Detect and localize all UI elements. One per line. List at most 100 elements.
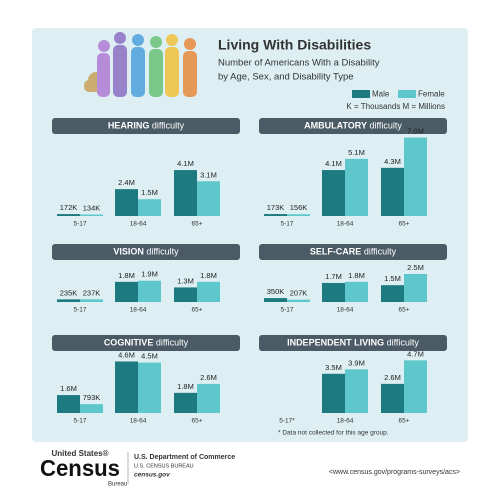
value-label: 235K: [60, 288, 78, 297]
category-label: 18-64: [337, 307, 354, 314]
value-label: 173K: [267, 203, 285, 212]
bar: [381, 383, 404, 413]
category-label: 65+: [398, 307, 409, 314]
category-label: 5-17: [73, 307, 86, 314]
value-label: 4.5M: [141, 352, 158, 361]
legend-label: Female: [418, 90, 445, 99]
value-label: 1.5M: [141, 188, 158, 197]
bar: [138, 199, 161, 216]
footer: [0, 446, 500, 500]
logo: Census: [40, 455, 120, 481]
bar: [138, 280, 161, 302]
bar: [80, 214, 103, 216]
value-label: 1.3M: [177, 276, 194, 285]
value-label: 2.6M: [200, 373, 217, 382]
legend-swatch: [352, 90, 370, 98]
bar: [57, 299, 80, 302]
value-label: 1.8M: [177, 382, 194, 391]
bar: [174, 392, 197, 413]
category-label: 5-17*: [279, 418, 295, 425]
value-label: 2.4M: [118, 178, 135, 187]
value-label: 793K: [83, 393, 101, 402]
bar: [197, 281, 220, 302]
value-label: 7.0M: [407, 127, 424, 136]
category-label: 65+: [398, 418, 409, 425]
category-label: 18-64: [130, 307, 147, 314]
subtitle: Number of Americans With a Disability: [218, 58, 380, 69]
bar: [345, 369, 368, 413]
value-label: 1.6M: [60, 384, 77, 393]
logo-top: United States®: [51, 449, 108, 458]
value-label: 1.5M: [384, 274, 401, 283]
value-label: 1.8M: [348, 271, 365, 280]
bar: [381, 285, 404, 302]
bar: [345, 281, 368, 302]
panel-title: SELF-CARE difficulty: [310, 247, 397, 257]
panel-title: INDEPENDENT LIVING difficulty: [287, 338, 419, 348]
value-label: 237K: [83, 288, 101, 297]
title: Living With Disabilities: [218, 37, 371, 53]
category-label: 18-64: [130, 221, 147, 228]
department: U.S. Department of Commerce: [134, 454, 235, 461]
panel-header: [52, 244, 240, 260]
value-label: 1.9M: [141, 270, 158, 279]
value-label: 172K: [60, 203, 78, 212]
subtitle: by Age, Sex, and Disability Type: [218, 72, 354, 83]
bar: [381, 167, 404, 216]
value-label: 4.1M: [325, 159, 342, 168]
bar: [322, 170, 345, 216]
note: * Data not collected for this age group.: [278, 430, 389, 437]
bar: [174, 287, 197, 302]
bar: [322, 373, 345, 413]
bar: [287, 214, 310, 216]
panel-header: [52, 335, 240, 351]
value-label: 1.8M: [200, 271, 217, 280]
value-label: 1.8M: [118, 271, 135, 280]
bar: [80, 299, 103, 302]
value-label: 2.5M: [407, 263, 424, 272]
bar: [264, 214, 287, 216]
panel-title: HEARING difficulty: [108, 121, 185, 131]
category-label: 65+: [398, 221, 409, 228]
bar: [115, 361, 138, 413]
panel-header: [52, 118, 240, 134]
value-label: 134K: [83, 203, 101, 212]
category-label: 65+: [191, 307, 202, 314]
bar: [57, 395, 80, 413]
value-label: 4.7M: [407, 349, 424, 358]
bar: [404, 360, 427, 413]
value-label: 3.5M: [325, 363, 342, 372]
value-label: 3.9M: [348, 358, 365, 367]
bar: [57, 214, 80, 216]
bar: [115, 281, 138, 302]
bar: [197, 181, 220, 216]
value-label: 156K: [290, 203, 308, 212]
value-label: 4.1M: [177, 159, 194, 168]
panel-title: VISION difficulty: [113, 247, 179, 257]
category-label: 18-64: [337, 418, 354, 425]
panel-title: AMBULATORY difficulty: [304, 121, 402, 131]
category-label: 5-17: [73, 221, 86, 228]
category-label: 65+: [191, 418, 202, 425]
value-label: 4.6M: [118, 350, 135, 359]
value-label: 207K: [290, 289, 308, 298]
legend-swatch: [398, 90, 416, 98]
bar: [264, 298, 287, 302]
bureau: U.S. CENSUS BUREAU: [134, 463, 194, 469]
panel-header: [259, 244, 447, 260]
category-label: 5-17: [280, 221, 293, 228]
category-label: 18-64: [337, 221, 354, 228]
units-note: K = Thousands M = Millions: [346, 102, 445, 111]
bar: [404, 137, 427, 216]
bar: [174, 170, 197, 216]
silhouettes: [84, 32, 197, 97]
category-label: 5-17: [73, 418, 86, 425]
logo-bottom: Bureau: [108, 482, 127, 488]
value-label: 3.1M: [200, 170, 217, 179]
category-label: 5-17: [280, 307, 293, 314]
bar: [404, 274, 427, 302]
bar: [287, 299, 310, 302]
value-label: 2.6M: [384, 373, 401, 382]
value-label: 5.1M: [348, 148, 365, 157]
panel-title: COGNITIVE difficulty: [104, 338, 189, 348]
